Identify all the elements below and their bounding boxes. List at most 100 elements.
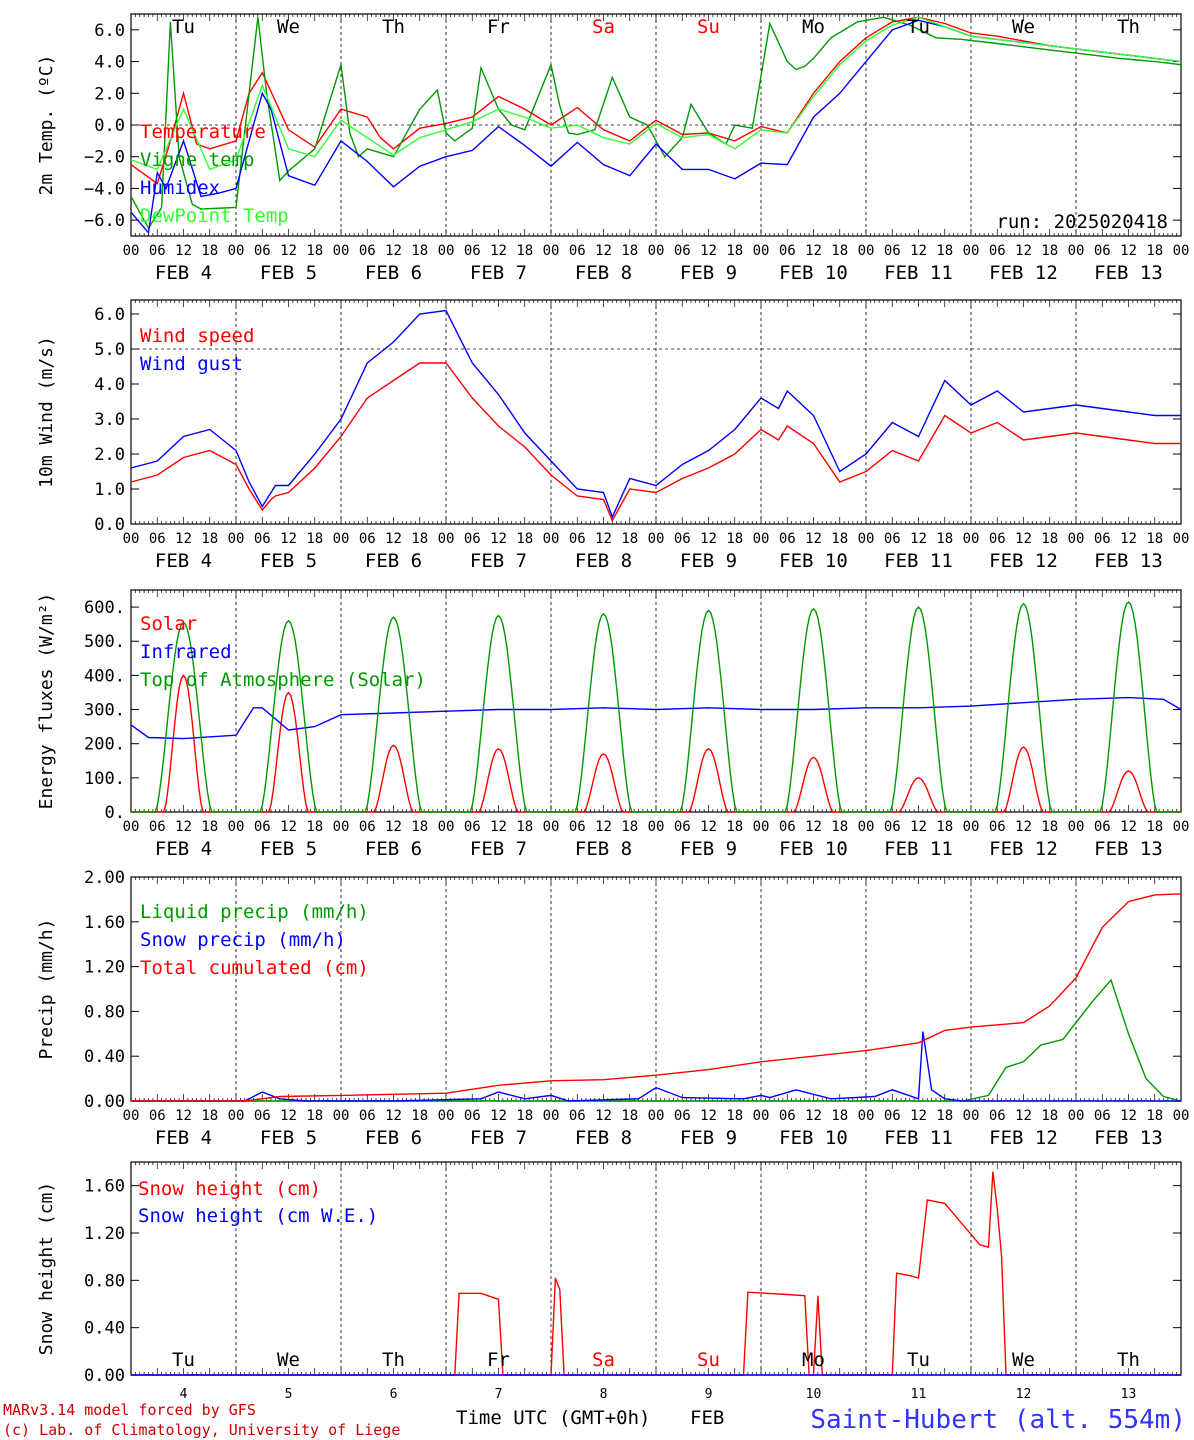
x-hour-tick-label: 12 [910, 819, 927, 835]
x-date-label: FEB 8 [575, 550, 632, 572]
x-hour-tick-label: 12 [490, 531, 507, 547]
x-hour-tick-label: 12 [700, 1108, 717, 1124]
x-hour-tick-label: 12 [490, 243, 507, 259]
x-hour-tick-label: 12 [1015, 243, 1032, 259]
weekday-label: Fr [487, 16, 510, 38]
x-hour-tick-label: 18 [411, 1108, 428, 1124]
y-axis-label: Energy fluxes (W/m²) [36, 593, 57, 810]
y-axis-label: Precip (mm/h) [36, 919, 57, 1060]
x-hour-tick-label: 00 [438, 243, 455, 259]
x-hour-tick-label: 18 [936, 1108, 953, 1124]
legend-entry: Vigne temp [140, 149, 254, 171]
x-hour-tick-label: 00 [858, 531, 875, 547]
x-hour-tick-label: 00 [228, 531, 245, 547]
x-hour-tick-label: 12 [175, 243, 192, 259]
x-hour-tick-label: 18 [726, 243, 743, 259]
x-hour-tick-label: 18 [621, 819, 638, 835]
y-tick-label: 5.0 [94, 340, 125, 360]
x-date-label: FEB 11 [884, 550, 953, 572]
x-date-label: FEB 5 [260, 262, 317, 284]
x-hour-tick-label: 18 [411, 819, 428, 835]
x-hour-tick-label: 00 [963, 1108, 980, 1124]
weekday-label: Su [697, 1349, 720, 1371]
x-hour-tick-label: 12 [805, 243, 822, 259]
x-hour-tick-label: 18 [201, 819, 218, 835]
x-hour-tick-label: 00 [228, 819, 245, 835]
x-hour-tick-label: 06 [779, 531, 796, 547]
x-hour-tick-label: 12 [490, 819, 507, 835]
x-hour-tick-label: 06 [989, 819, 1006, 835]
x-hour-tick-label: 00 [228, 243, 245, 259]
x-hour-tick-label: 18 [201, 1108, 218, 1124]
y-tick-label: 0.40 [84, 1319, 125, 1339]
x-hour-tick-label: 18 [1146, 1108, 1163, 1124]
x-date-label: FEB 13 [1094, 838, 1163, 860]
y-axis-label: Snow height (cm) [36, 1182, 57, 1355]
series-line-vigne-temp [130, 16, 1182, 230]
weekday-label: Tu [172, 1349, 195, 1371]
x-hour-tick-label: 18 [516, 1108, 533, 1124]
x-hour-tick-label: 18 [621, 1108, 638, 1124]
x-hour-tick-label: 06 [359, 819, 376, 835]
x-hour-tick-label: 12 [1120, 243, 1137, 259]
y-tick-label: 300. [84, 701, 125, 721]
x-hour-tick-label: 00 [438, 1108, 455, 1124]
x-hour-tick-label: 18 [936, 819, 953, 835]
series-line-top-of-atmosphere-solar- [131, 600, 1181, 813]
legend-entry: Infrared [140, 641, 232, 663]
x-hour-tick-label: 06 [569, 243, 586, 259]
x-hour-tick-label: 12 [700, 531, 717, 547]
x-hour-tick-label: 06 [569, 1108, 586, 1124]
x-date-label: FEB 7 [470, 262, 527, 284]
x-hour-tick-label: 18 [831, 1108, 848, 1124]
x-day-number: 10 [806, 1387, 822, 1402]
x-hour-tick-label: 12 [595, 243, 612, 259]
x-hour-tick-label: 06 [1094, 819, 1111, 835]
x-date-label: FEB 7 [470, 1127, 527, 1149]
weekday-label: Th [382, 1349, 405, 1371]
x-hour-tick-label: 12 [595, 819, 612, 835]
weekday-label: Th [1117, 1349, 1140, 1371]
x-hour-tick-label: 00 [648, 531, 665, 547]
series-line-wind-speed [130, 362, 1181, 523]
station-name: Saint-Hubert (alt. 554m) [810, 1405, 1186, 1435]
x-hour-tick-label: 18 [1041, 531, 1058, 547]
x-hour-tick-label: 00 [1173, 819, 1190, 835]
x-hour-tick-label: 18 [306, 531, 323, 547]
x-date-label: FEB 4 [155, 1127, 212, 1149]
y-tick-label: 0.00 [84, 1092, 125, 1112]
weekday-label: Sa [592, 1349, 615, 1371]
x-date-label: FEB 12 [989, 838, 1058, 860]
weekday-label: Mo [802, 1349, 825, 1371]
x-hour-tick-label: 06 [884, 531, 901, 547]
x-hour-tick-label: 12 [595, 1108, 612, 1124]
x-hour-tick-label: 12 [595, 531, 612, 547]
x-hour-tick-label: 00 [333, 1108, 350, 1124]
x-hour-tick-label: 06 [674, 1108, 691, 1124]
x-hour-tick-label: 18 [726, 531, 743, 547]
x-hour-tick-label: 00 [1068, 819, 1085, 835]
x-hour-tick-label: 12 [805, 1108, 822, 1124]
y-tick-label: 0.80 [84, 1271, 125, 1291]
chart-panel-4: 2.00 1.60 1.20 0.80 0.40 0.00 Precip (mm/h) Liq… [36, 868, 1189, 1149]
series-line-snow-precip-mm-h- [131, 1031, 1181, 1102]
x-hour-tick-label: 00 [858, 243, 875, 259]
x-hour-tick-label: 06 [779, 819, 796, 835]
x-hour-tick-label: 06 [464, 819, 481, 835]
x-hour-tick-label: 18 [516, 243, 533, 259]
x-hour-tick-label: 18 [1041, 243, 1058, 259]
x-hour-tick-label: 12 [1015, 531, 1032, 547]
x-day-number: 9 [705, 1387, 713, 1402]
x-hour-tick-label: 18 [831, 243, 848, 259]
credit-line-2: (c) Lab. of Climatology, University of L… [3, 1421, 400, 1439]
weekday-label: We [277, 16, 300, 38]
chart-panel-3: 600. 500. 400. 300. 200. 100. 0. Energy fluxes … [36, 589, 1190, 860]
y-tick-label: 1.0 [94, 480, 125, 500]
y-tick-label: 0.40 [84, 1047, 125, 1067]
x-hour-tick-label: 06 [674, 819, 691, 835]
series-line-solar [131, 674, 1181, 813]
x-date-label: FEB 10 [779, 262, 848, 284]
weekday-label: We [1012, 1349, 1035, 1371]
x-day-number: 7 [495, 1387, 503, 1402]
